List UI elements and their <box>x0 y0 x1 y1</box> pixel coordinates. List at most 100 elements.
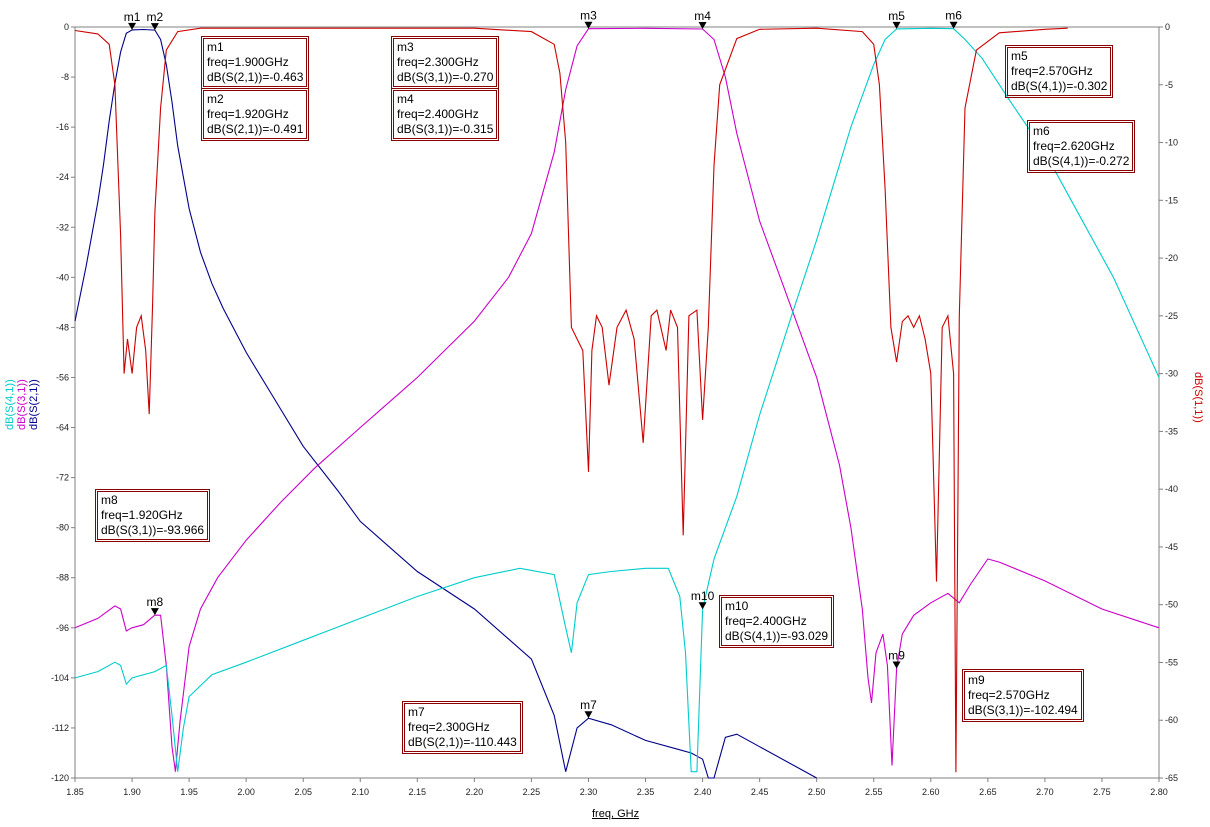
marker-box-value: dB(S(3,1))=-0.315 <box>397 122 494 136</box>
right-tick-label: -20 <box>1165 253 1178 263</box>
marker-m9-triangle <box>892 661 901 669</box>
marker-box-freq: freq=2.620GHz <box>1033 139 1115 153</box>
right-tick-label: -35 <box>1165 426 1178 436</box>
marker-m6-triangle <box>949 21 958 29</box>
right-tick-label: -65 <box>1165 773 1178 783</box>
left-axis-label-s21: dB(S(2,1)) <box>28 379 40 430</box>
marker-box-m6: m6 freq=2.620GHz dB(S(4,1))=-0.272 <box>1026 120 1136 173</box>
marker-box-m2: m2 freq=1.920GHz dB(S(2,1))=-0.491 <box>200 88 310 141</box>
x-tick-label: 1.90 <box>123 787 141 797</box>
marker-box-freq: freq=2.300GHz <box>397 55 479 69</box>
marker-m8-triangle <box>150 608 159 616</box>
marker-box-freq: freq=2.300GHz <box>408 720 490 734</box>
left-tick-label: 0 <box>64 22 69 32</box>
marker-box-name: m2 <box>207 92 224 106</box>
left-tick-label: -72 <box>56 473 69 483</box>
marker-m7-label: m7 <box>580 698 597 712</box>
series-db-s-1-1 <box>74 27 1068 773</box>
marker-box-name: m6 <box>1033 124 1050 138</box>
marker-box-m5: m5 freq=2.570GHz dB(S(4,1))=-0.302 <box>1004 45 1114 98</box>
left-tick-label: -56 <box>56 372 69 382</box>
left-tick-label: -80 <box>56 523 69 533</box>
marker-box-value: dB(S(2,1))=-0.463 <box>207 70 304 84</box>
marker-glyphs: m1 m2 m3 m4 m5 m6 m7 m8 m9 m10 <box>124 9 962 719</box>
plot-frame <box>74 26 1160 779</box>
x-tick-label: 2.35 <box>637 787 655 797</box>
marker-box-name: m9 <box>968 673 985 687</box>
right-tick-label: -30 <box>1165 369 1178 379</box>
x-tick-label: 1.85 <box>66 787 84 797</box>
marker-m2-label: m2 <box>147 10 164 24</box>
x-tick-label: 2.65 <box>979 787 997 797</box>
marker-m7-triangle <box>584 711 593 719</box>
marker-box-value: dB(S(4,1))=-93.029 <box>725 629 829 643</box>
left-tick-label: -48 <box>56 322 69 332</box>
x-tick-label: 2.00 <box>237 787 255 797</box>
x-tick-label: 2.55 <box>865 787 883 797</box>
marker-box-name: m5 <box>1011 49 1028 63</box>
marker-box-freq: freq=1.920GHz <box>207 107 289 121</box>
left-axis-ticks: 0 -8 -16 -24 -32 -40 -48 -56 -64 -72 -80 -88 -96 -104… <box>51 22 75 783</box>
x-tick-label: 2.15 <box>409 787 427 797</box>
x-tick-label: 2.40 <box>694 787 712 797</box>
marker-box-m3: m3 freq=2.300GHz dB(S(3,1))=-0.270 <box>390 36 500 89</box>
marker-box-value: dB(S(4,1))=-0.272 <box>1033 154 1130 168</box>
marker-m5-triangle <box>892 21 901 29</box>
marker-box-m7: m7 freq=2.300GHz dB(S(2,1))=-110.443 <box>402 701 523 754</box>
left-tick-label: -32 <box>56 222 69 232</box>
right-tick-label: -5 <box>1165 80 1173 90</box>
marker-m9-label: m9 <box>888 648 905 662</box>
x-axis-label: freq, GHz <box>592 808 640 820</box>
marker-box-m4: m4 freq=2.400GHz dB(S(3,1))=-0.315 <box>390 88 500 141</box>
right-tick-label: -40 <box>1165 484 1178 494</box>
right-tick-label: -60 <box>1165 715 1178 725</box>
x-tick-label: 1.95 <box>180 787 198 797</box>
left-tick-label: -24 <box>56 172 69 182</box>
marker-box-value: dB(S(2,1))=-0.491 <box>207 122 304 136</box>
right-tick-label: 0 <box>1165 22 1170 32</box>
marker-m8-label: m8 <box>147 595 164 609</box>
marker-box-name: m4 <box>397 92 414 106</box>
marker-m3-label: m3 <box>580 9 597 23</box>
x-tick-label: 2.10 <box>351 787 369 797</box>
marker-m2-triangle <box>150 23 159 31</box>
right-tick-label: -15 <box>1165 195 1178 205</box>
marker-box-freq: freq=2.570GHz <box>968 688 1050 702</box>
marker-m6-label: m6 <box>945 9 962 23</box>
x-tick-label: 2.50 <box>808 787 826 797</box>
marker-m10-label: m10 <box>691 589 715 603</box>
x-axis-ticks: 1.85 1.90 1.95 2.00 2.05 2.10 2.15 2.20 2.25 2.30… <box>66 778 1168 797</box>
marker-box-freq: freq=1.920GHz <box>101 508 183 522</box>
left-tick-label: -40 <box>56 272 69 282</box>
marker-m1-triangle <box>128 22 137 30</box>
left-tick-label: -112 <box>52 723 69 733</box>
marker-box-name: m1 <box>207 40 224 54</box>
marker-m10-triangle <box>698 602 707 610</box>
x-tick-label: 2.70 <box>1036 787 1054 797</box>
marker-box-value: dB(S(3,1))=-102.494 <box>968 703 1078 717</box>
x-tick-label: 2.30 <box>580 787 598 797</box>
right-axis-label-s11: dB(S(1,1)) <box>1192 372 1204 423</box>
left-tick-label: -104 <box>51 673 69 683</box>
series-db-s-3-1 <box>74 27 1160 772</box>
series-group <box>74 27 1160 779</box>
right-tick-label: -25 <box>1165 311 1178 321</box>
right-tick-label: -10 <box>1165 138 1178 148</box>
right-tick-label: -45 <box>1165 542 1178 552</box>
x-tick-label: 2.25 <box>523 787 541 797</box>
x-tick-label: 2.20 <box>466 787 484 797</box>
marker-box-m8: m8 freq=1.920GHz dB(S(3,1))=-93.966 <box>94 489 211 542</box>
right-tick-label: -55 <box>1165 657 1178 667</box>
marker-m4-triangle <box>698 21 707 29</box>
x-tick-label: 2.60 <box>922 787 940 797</box>
marker-box-value: dB(S(3,1))=-93.966 <box>101 523 205 537</box>
marker-box-freq: freq=2.570GHz <box>1011 64 1093 78</box>
right-tick-label: -50 <box>1165 600 1178 610</box>
x-tick-label: 2.05 <box>294 787 312 797</box>
marker-box-value: dB(S(3,1))=-0.270 <box>397 70 494 84</box>
marker-box-value: dB(S(4,1))=-0.302 <box>1011 79 1108 93</box>
marker-box-freq: freq=2.400GHz <box>725 614 807 628</box>
left-axis-label-s41: dB(S(4,1)) <box>4 379 16 430</box>
marker-box-value: dB(S(2,1))=-110.443 <box>408 735 517 749</box>
